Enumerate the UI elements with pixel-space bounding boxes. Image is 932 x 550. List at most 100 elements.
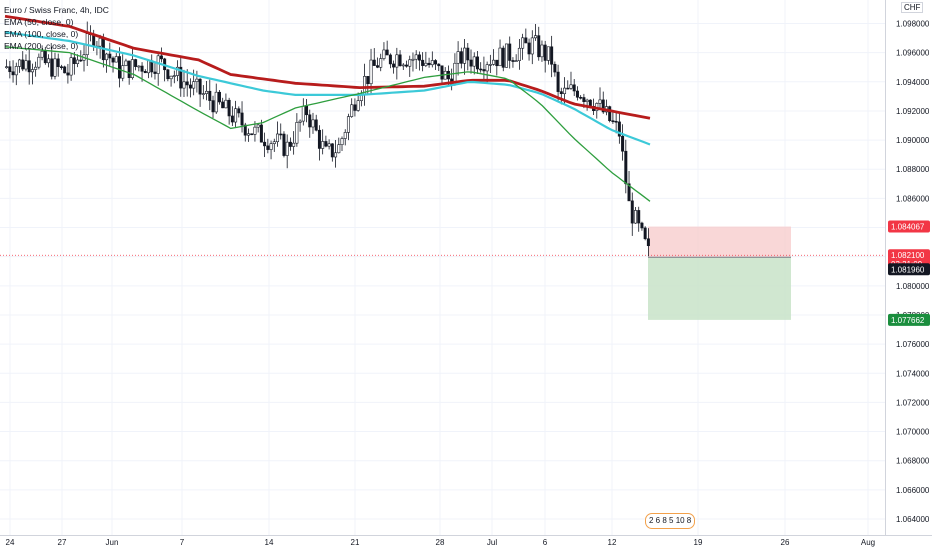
candle[interactable] bbox=[495, 59, 499, 76]
candle[interactable] bbox=[637, 206, 641, 232]
candle[interactable] bbox=[617, 113, 621, 144]
candle[interactable] bbox=[98, 34, 102, 59]
candle[interactable] bbox=[585, 98, 589, 111]
candle[interactable] bbox=[463, 38, 467, 75]
candle[interactable] bbox=[392, 60, 396, 74]
candle[interactable] bbox=[527, 38, 531, 61]
candle[interactable] bbox=[375, 57, 379, 69]
candle[interactable] bbox=[624, 139, 628, 194]
candle[interactable] bbox=[643, 226, 647, 241]
candle[interactable] bbox=[5, 59, 9, 69]
candle[interactable] bbox=[579, 95, 583, 100]
candle[interactable] bbox=[272, 138, 276, 152]
candle[interactable] bbox=[630, 192, 634, 236]
candle[interactable] bbox=[508, 36, 512, 69]
candle[interactable] bbox=[198, 78, 202, 107]
candle[interactable] bbox=[434, 59, 438, 71]
candle[interactable] bbox=[259, 119, 263, 143]
candle[interactable] bbox=[459, 47, 463, 69]
candle[interactable] bbox=[350, 98, 354, 118]
candle[interactable] bbox=[105, 52, 109, 73]
candle[interactable] bbox=[443, 67, 447, 80]
candle[interactable] bbox=[492, 49, 496, 66]
currency-label[interactable]: CHF bbox=[901, 2, 924, 13]
candle[interactable] bbox=[117, 47, 121, 88]
candle[interactable] bbox=[437, 63, 441, 71]
candle[interactable] bbox=[14, 62, 18, 86]
candle[interactable] bbox=[543, 40, 547, 73]
candle[interactable] bbox=[185, 69, 189, 97]
candle[interactable] bbox=[292, 131, 296, 155]
candle[interactable] bbox=[340, 136, 344, 152]
candle[interactable] bbox=[72, 51, 76, 75]
candle[interactable] bbox=[411, 52, 415, 72]
candle[interactable] bbox=[240, 101, 244, 133]
entry-price-tag[interactable]: 1.081960 bbox=[888, 263, 930, 276]
ema100-legend[interactable]: EMA (100, close, 0) bbox=[4, 29, 79, 39]
candle[interactable] bbox=[53, 52, 57, 80]
candle[interactable] bbox=[269, 140, 273, 160]
candle[interactable] bbox=[398, 50, 402, 67]
candle[interactable] bbox=[121, 54, 125, 82]
candle[interactable] bbox=[214, 83, 218, 114]
candle[interactable] bbox=[521, 33, 525, 60]
candle[interactable] bbox=[501, 45, 505, 72]
candle[interactable] bbox=[472, 52, 476, 75]
candle[interactable] bbox=[343, 129, 347, 146]
candle[interactable] bbox=[408, 55, 412, 77]
candle[interactable] bbox=[511, 57, 515, 68]
candle[interactable] bbox=[488, 54, 492, 74]
candle[interactable] bbox=[227, 97, 231, 125]
candle[interactable] bbox=[640, 221, 644, 231]
candle[interactable] bbox=[288, 137, 292, 151]
candle[interactable] bbox=[550, 35, 554, 78]
candle[interactable] bbox=[295, 113, 299, 147]
ema50-legend[interactable]: EMA (50, close, 0) bbox=[4, 17, 74, 27]
candle[interactable] bbox=[301, 98, 305, 126]
candle[interactable] bbox=[611, 112, 615, 124]
candle[interactable] bbox=[298, 119, 302, 132]
candle[interactable] bbox=[276, 121, 280, 147]
candle[interactable] bbox=[321, 129, 325, 155]
candle[interactable] bbox=[608, 105, 612, 123]
candle[interactable] bbox=[595, 102, 599, 119]
candle[interactable] bbox=[324, 135, 328, 148]
candle[interactable] bbox=[540, 40, 544, 62]
candle[interactable] bbox=[11, 60, 15, 83]
candle[interactable] bbox=[572, 79, 576, 96]
candle[interactable] bbox=[553, 61, 557, 77]
candle[interactable] bbox=[372, 48, 376, 66]
candle[interactable] bbox=[250, 133, 254, 136]
candle[interactable] bbox=[237, 106, 241, 118]
candle[interactable] bbox=[405, 60, 409, 68]
candle[interactable] bbox=[150, 54, 154, 78]
candle[interactable] bbox=[537, 26, 541, 61]
candle[interactable] bbox=[466, 43, 470, 71]
candle[interactable] bbox=[388, 53, 392, 69]
candle[interactable] bbox=[524, 28, 528, 44]
candle[interactable] bbox=[211, 95, 215, 119]
candle[interactable] bbox=[424, 51, 428, 68]
candle[interactable] bbox=[263, 132, 267, 158]
candle[interactable] bbox=[147, 59, 151, 79]
candle[interactable] bbox=[205, 80, 209, 101]
candle[interactable] bbox=[59, 64, 63, 70]
candle[interactable] bbox=[327, 139, 331, 150]
candle[interactable] bbox=[246, 128, 250, 142]
candle[interactable] bbox=[311, 112, 315, 134]
candle[interactable] bbox=[114, 53, 118, 63]
candle[interactable] bbox=[395, 47, 399, 80]
candle[interactable] bbox=[172, 70, 176, 84]
candle[interactable] bbox=[179, 55, 183, 97]
candle[interactable] bbox=[188, 78, 192, 98]
events-badge[interactable]: 2 6 8 5 10 8 bbox=[645, 513, 696, 529]
stop-loss-zone[interactable] bbox=[648, 226, 791, 258]
candle[interactable] bbox=[385, 40, 389, 56]
candle[interactable] bbox=[234, 100, 238, 128]
candle[interactable] bbox=[346, 113, 350, 141]
candle[interactable] bbox=[614, 111, 618, 134]
candle[interactable] bbox=[450, 68, 454, 91]
ema200-legend[interactable]: EMA (200, close, 0) bbox=[4, 41, 79, 51]
candle[interactable] bbox=[40, 45, 44, 61]
candle[interactable] bbox=[334, 139, 338, 168]
